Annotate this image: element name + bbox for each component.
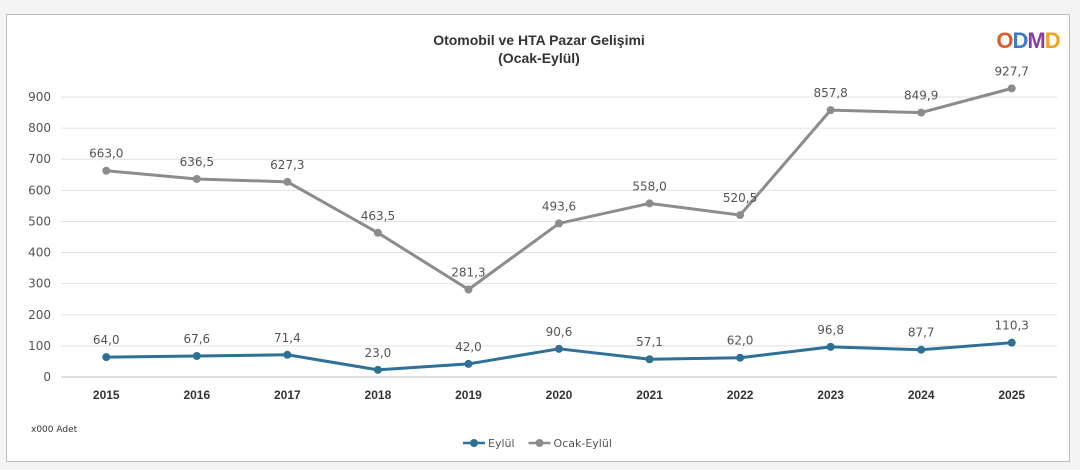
data-point [736,353,745,362]
y-axis: 0 100 200 300 400 500 600 700 800 900 [28,90,51,384]
data-label: 493,6 [542,199,576,213]
x-tick-label: 2020 [546,388,573,402]
legend-item: Ocak-Eylül [528,437,612,450]
y-tick-label: 200 [28,308,51,322]
data-label: 42,0 [455,340,482,354]
svg-text:ODMD: ODMD [996,28,1059,53]
data-point [283,177,292,186]
data-point [826,106,835,115]
y-tick-label: 900 [28,90,51,104]
data-label: 87,7 [908,326,935,340]
data-label: 849,9 [904,89,938,103]
data-point [1007,338,1016,347]
odmd-logo: ODMD [996,28,1060,53]
data-point [192,174,201,183]
y-tick-label: 100 [28,339,51,353]
line-chart: Otomobil ve HTA Pazar Gelişimi (Ocak-Eyl… [28,28,1061,450]
y-tick-label: 0 [43,370,51,384]
series-Eylül: 64,0 67,6 71,4 23,0 42,0 90,6 57,1 62,0 96,8 87,7… [93,319,1029,374]
legend-item: Eylül [463,437,515,450]
data-point [1007,84,1016,93]
data-point [826,342,835,351]
x-tick-label: 2025 [998,388,1025,402]
chart-title: Otomobil ve HTA Pazar Gelişimi [433,32,645,48]
x-tick-label: 2019 [455,388,482,402]
data-point [192,351,201,360]
series-line [106,86,1013,291]
data-point [102,166,111,175]
data-label: 627,3 [270,158,304,172]
data-label: 927,7 [995,64,1029,78]
data-point [283,350,292,359]
data-point [373,365,382,374]
data-label: 520,5 [723,191,757,205]
y-tick-label: 800 [28,121,51,135]
y-tick-label: 400 [28,246,51,260]
data-label: 96,8 [817,323,844,337]
x-tick-label: 2024 [908,388,935,402]
data-point [917,108,926,117]
data-label: 558,0 [632,179,666,193]
x-tick-label: 2021 [636,388,663,402]
x-tick-label: 2017 [274,388,301,402]
data-point [373,228,382,237]
data-point [645,199,654,208]
data-label: 62,0 [727,334,754,348]
data-label: 281,3 [451,265,485,279]
data-point [102,353,111,362]
data-point [555,219,563,228]
data-point [917,345,926,354]
legend-marker [470,439,478,447]
data-label: 110,3 [995,319,1029,333]
x-tick-label: 2022 [727,388,754,402]
data-label: 463,5 [361,209,395,223]
legend: Eylül Ocak-Eylül [463,437,612,450]
data-point [555,344,563,353]
y-tick-label: 600 [28,183,51,197]
data-point [464,359,473,368]
y-tick-label: 300 [28,277,51,291]
y-tick-label: 500 [28,214,51,228]
legend-label: Eylül [488,437,515,450]
data-label: 67,6 [183,332,210,346]
data-label: 64,0 [93,333,120,347]
unit-note: x000 Adet [31,425,78,435]
chart-subtitle: (Ocak-Eylül) [498,50,580,66]
chart-frame: Otomobil ve HTA Pazar Gelişimi (Ocak-Eyl… [6,14,1070,462]
data-point [736,211,745,220]
y-tick-label: 700 [28,152,51,166]
x-axis: 2015 2016 2017 2018 2019 2020 2021 2022 2023 2024… [93,388,1025,402]
series-Ocak-Eylül: 663,0 636,5 627,3 463,5 281,3 493,6 558,0 520,5… [89,64,1029,294]
data-label: 90,6 [546,325,573,339]
data-label: 857,8 [813,86,847,100]
x-tick-label: 2015 [93,388,120,402]
data-point [645,355,654,364]
data-label: 23,0 [365,346,392,360]
data-label: 57,1 [636,335,663,349]
data-label: 663,0 [89,147,123,161]
legend-label: Ocak-Eylül [554,437,612,450]
series-group: 64,0 67,6 71,4 23,0 42,0 90,6 57,1 62,0 96,8 87,7… [89,64,1029,374]
data-label: 636,5 [180,155,214,169]
x-tick-label: 2023 [817,388,844,402]
data-label: 71,4 [274,331,301,345]
data-point [464,285,473,294]
legend-marker [535,439,544,447]
x-tick-label: 2016 [183,388,210,402]
x-tick-label: 2018 [365,388,392,402]
